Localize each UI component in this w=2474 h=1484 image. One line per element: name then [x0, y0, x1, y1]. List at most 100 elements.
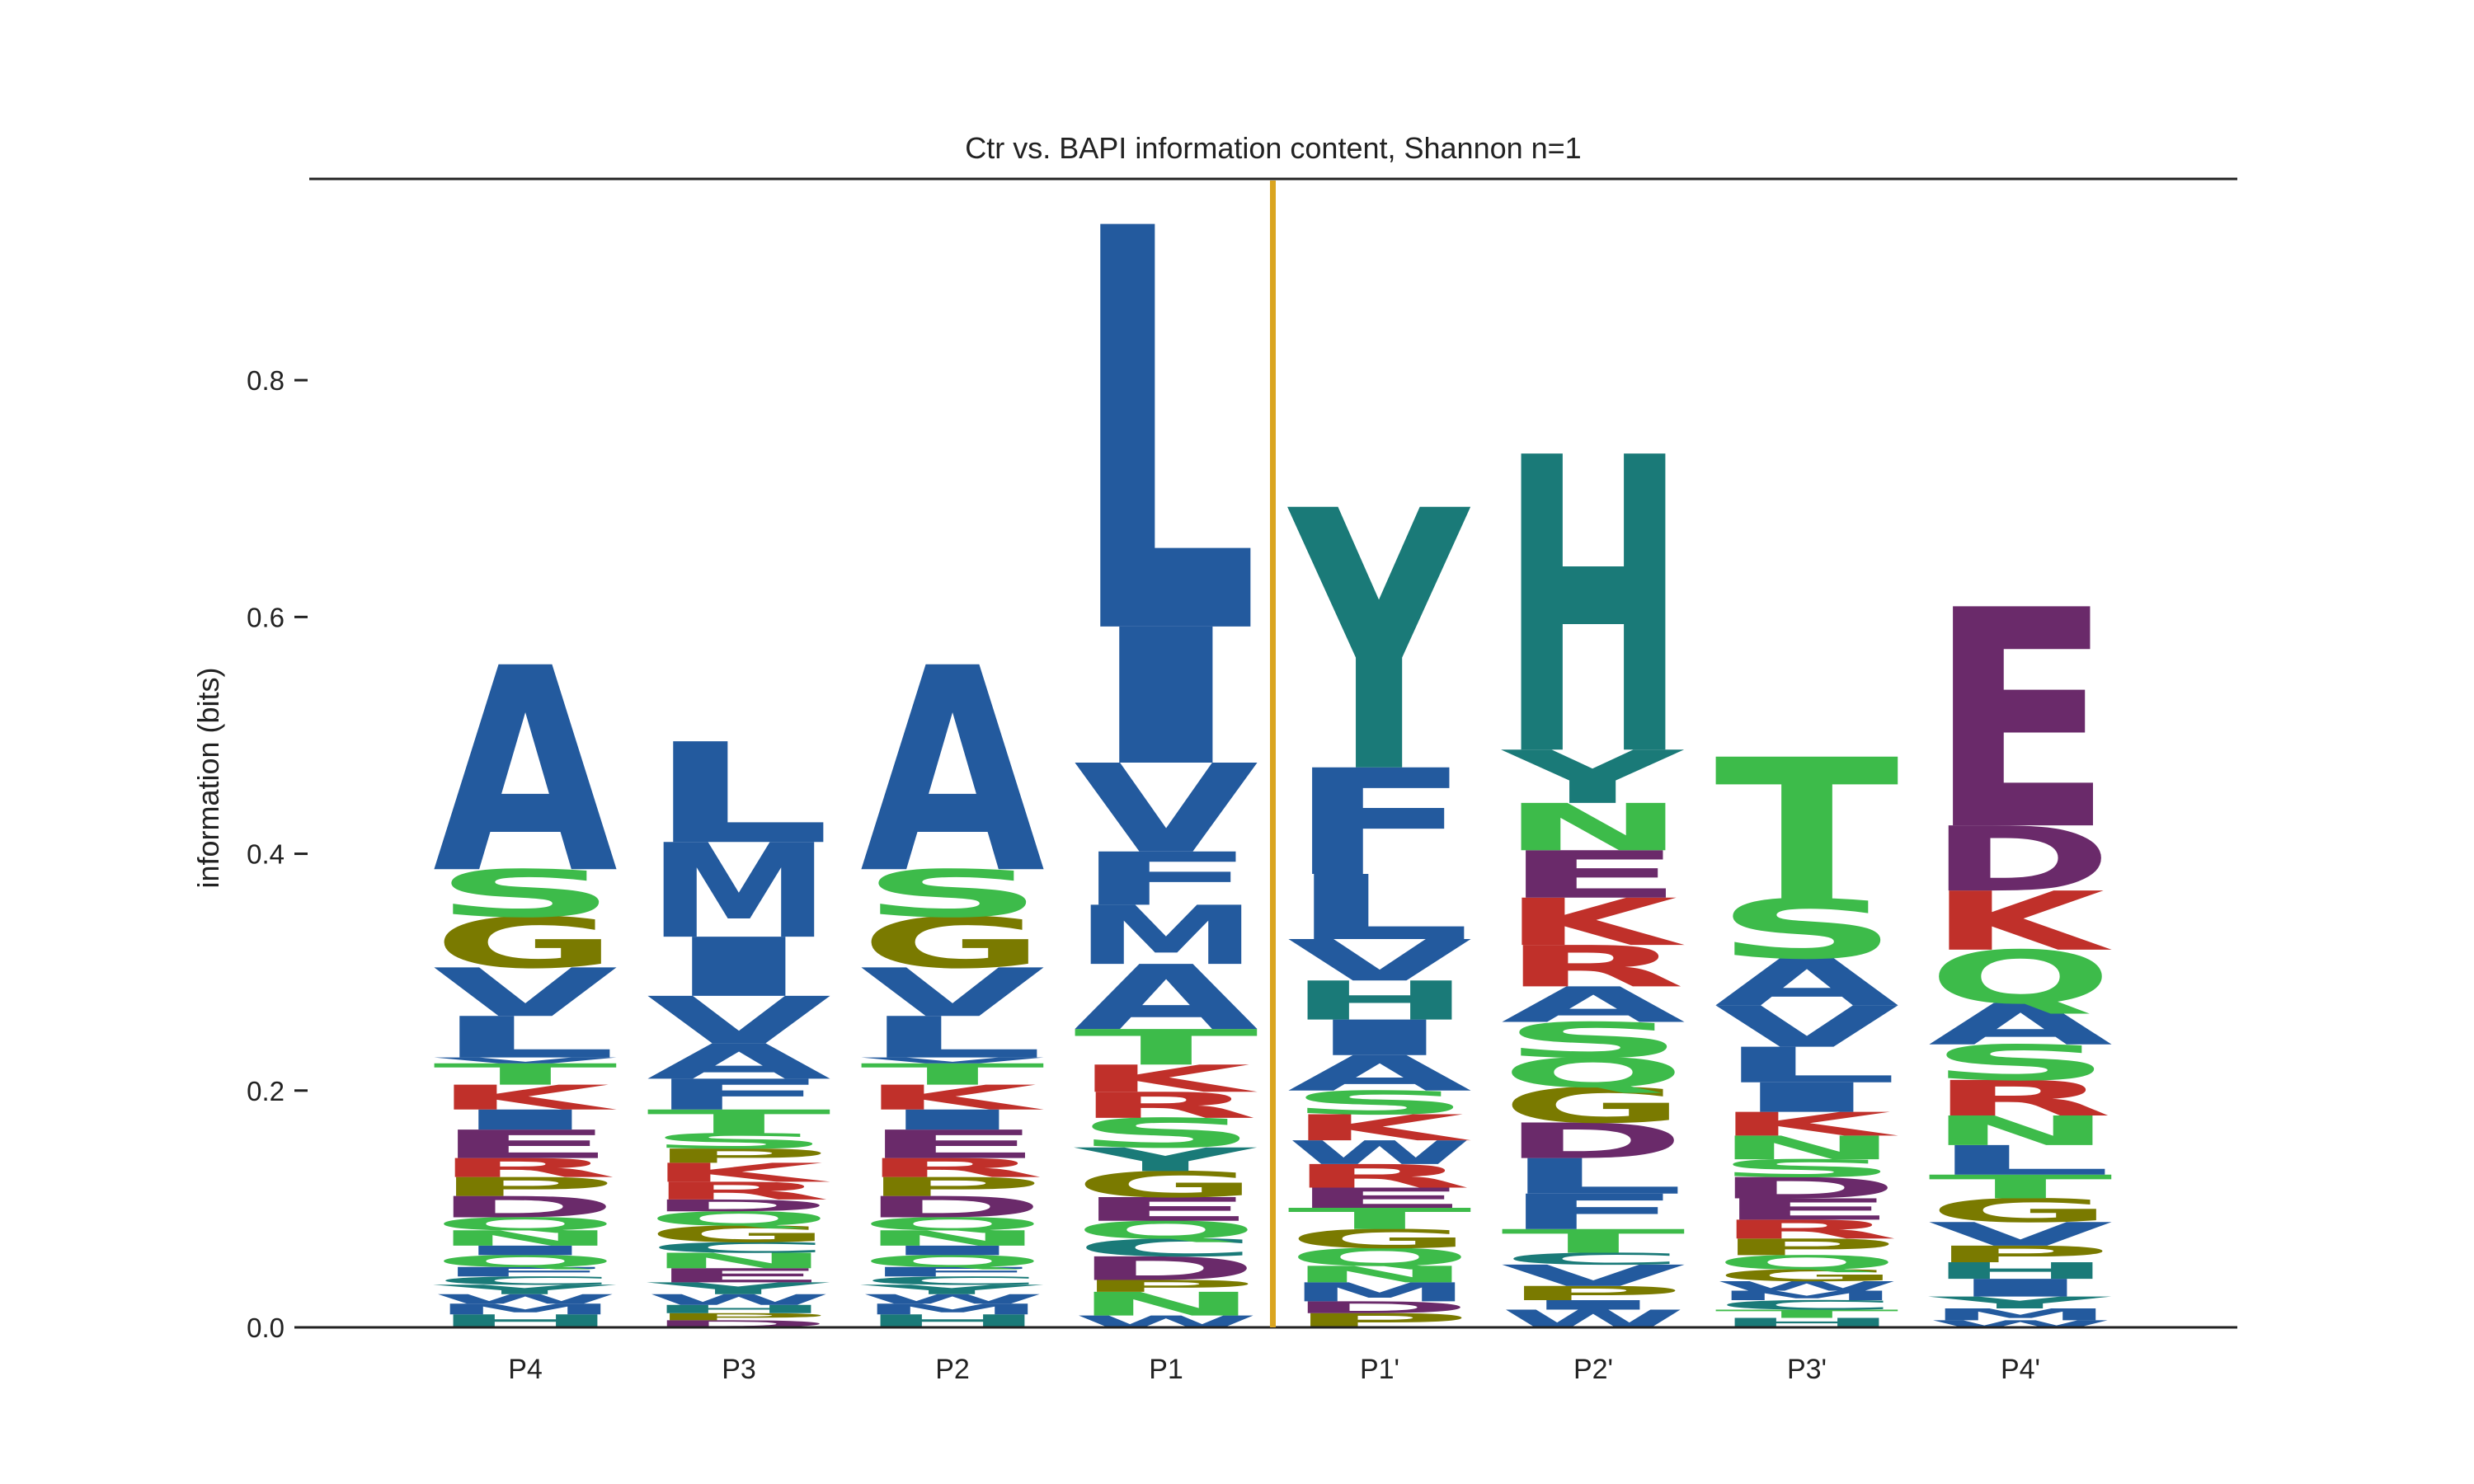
logo-letter-R: R [1928, 1070, 2113, 1127]
letters-layer: HMWYCFQINQDPREIKTVLVGSADPHWYENCGQDRKPSTF… [432, 115, 2113, 1333]
logo-letter-P: P [647, 1311, 831, 1322]
x-axis: P4 P3 P2 P1 P1' P2' P3' P4' [508, 1354, 2040, 1385]
logo-letter-V: V [860, 1056, 1045, 1065]
logo-letter-Q: Q [860, 1214, 1045, 1234]
logo-letter-S: S [1928, 1035, 2113, 1092]
logo-letter-A: A [1501, 977, 1686, 1034]
x-tick-label: P1 [1149, 1354, 1183, 1385]
logo-letter-L: L [1928, 1137, 2113, 1184]
logo-letter-Q: Q [1714, 1252, 1899, 1275]
logo-letter-N: N [860, 1226, 1045, 1251]
logo-letter-P: P [1074, 1277, 1258, 1296]
x-tick-label: P3 [722, 1354, 756, 1385]
logo-letter-S: S [1074, 1110, 1258, 1158]
logo-letter-D: D [1714, 1172, 1899, 1205]
logo-letter-G: G [860, 903, 1045, 984]
logo-letter-C: C [1501, 1250, 1686, 1269]
logo-letter-V: V [433, 1056, 618, 1065]
logo-letter-K: K [1074, 1057, 1258, 1101]
logo-letter-I: I [433, 1104, 618, 1136]
logo-letter-D: D [860, 1190, 1045, 1224]
logo-letter-C: C [1714, 1298, 1899, 1313]
logo-letter-L: L [1714, 1037, 1899, 1094]
logo-letter-P: P [433, 1172, 618, 1202]
logo-letter-V: V [860, 955, 1045, 1032]
logo-letter-Q: Q [1287, 1243, 1472, 1271]
logo-letter-G: G [433, 903, 618, 984]
logo-letter-K: K [647, 1158, 830, 1188]
logo-letter-I: I [1074, 589, 1258, 807]
logo-letter-F: F [647, 1070, 831, 1120]
logo-letter-M: M [1287, 1277, 1472, 1308]
logo-letter-S: S [647, 1129, 831, 1153]
logo-letter-R: R [433, 1153, 618, 1183]
logo-letter-F: F [1074, 837, 1258, 922]
logo-letter-L: L [1287, 857, 1472, 960]
logo-letter-Y: Y [1073, 1141, 1258, 1179]
logo-letter-A: A [433, 608, 619, 936]
logo-letter-T: T [1714, 1308, 1899, 1321]
logo-letter-V: V [433, 955, 618, 1032]
logo-letter-F: F [1287, 739, 1472, 909]
logo-letter-T: T [1287, 1202, 1472, 1236]
logo-letter-V: V [1074, 739, 1258, 881]
logo-letter-G: G [1714, 1266, 1899, 1285]
logo-letter-G: G [1928, 1192, 2113, 1230]
logo-letter-W: W [860, 1292, 1045, 1307]
logo-letter-Y: Y [1286, 436, 1470, 852]
logo-letter-F: F [1501, 1184, 1686, 1241]
logo-letter-P: P [860, 1172, 1045, 1202]
logo-letter-Y: Y [1500, 735, 1685, 820]
logo-letter-D: D [433, 1190, 618, 1224]
logo-letter-P: P [1714, 1234, 1899, 1261]
logo-letter-I: I [1928, 1274, 2113, 1302]
y-tick-label: 0.4 [247, 839, 285, 870]
logo-letter-V: V [1287, 928, 1472, 993]
logo-letter-N: N [433, 1226, 618, 1251]
x-tick-label: P4 [508, 1354, 543, 1385]
logo-letter-E: E [1074, 1190, 1258, 1228]
logo-letter-Q: Q [1074, 1216, 1258, 1244]
logo-letter-I: I [1714, 1074, 1899, 1121]
logo-letter-D: D [1928, 808, 2113, 912]
x-tick-label: P2 [935, 1354, 970, 1385]
logo-letter-A: A [1928, 992, 2113, 1058]
logo-letter-E: E [433, 1122, 618, 1167]
logo-letter-N: N [1501, 790, 1686, 866]
logo-letter-K: K [1928, 874, 2113, 969]
logo-letter-Q: Q [647, 1208, 831, 1231]
logo-letter-A: A [647, 1034, 831, 1091]
logo-letter-S: S [1714, 1154, 1899, 1182]
logo-letter-M: M [1928, 1305, 2113, 1324]
logo-letter-H: H [1501, 373, 1686, 846]
logo-letter-I: I [860, 1104, 1045, 1136]
logo-letter-E: E [1714, 1193, 1899, 1227]
logo-letter-Y: Y [859, 1282, 1045, 1297]
y-tick-label: 0.6 [247, 602, 285, 632]
logo-letter-D: D [1501, 1113, 1686, 1170]
logo-letter-R: R [1714, 1214, 1899, 1245]
logo-letter-M: M [1074, 889, 1258, 984]
logo-letter-A: A [1287, 1045, 1472, 1102]
logo-letter-H: H [647, 1303, 831, 1316]
logo-letter-I: I [433, 1243, 618, 1258]
logo-letter-T: T [860, 1058, 1045, 1092]
logo-letter-W: W [647, 1291, 831, 1308]
y-tick-label: 0.2 [247, 1076, 285, 1106]
logo-letter-L: L [860, 1005, 1045, 1071]
logo-letter-V: V [1501, 1259, 1686, 1293]
y-tick-label: 0.8 [247, 365, 285, 396]
logo-letter-K: K [433, 1078, 618, 1117]
logo-letter-R: R [1287, 1158, 1472, 1195]
logo-letter-N: N [1074, 1285, 1258, 1323]
logo-letter-V: V [1714, 994, 1899, 1060]
logo-letter-E: E [1287, 1182, 1472, 1214]
logo-letter-C: C [647, 1239, 831, 1256]
logo-letter-T: T [1928, 1168, 2113, 1206]
logo-letter-T: T [1074, 1019, 1258, 1076]
logo-letter-T: T [647, 1103, 831, 1141]
logo-letter-I: I [647, 921, 831, 1016]
logo-letter-Q: Q [1928, 936, 2113, 1021]
logo-letter-Y: Y [432, 1282, 618, 1297]
